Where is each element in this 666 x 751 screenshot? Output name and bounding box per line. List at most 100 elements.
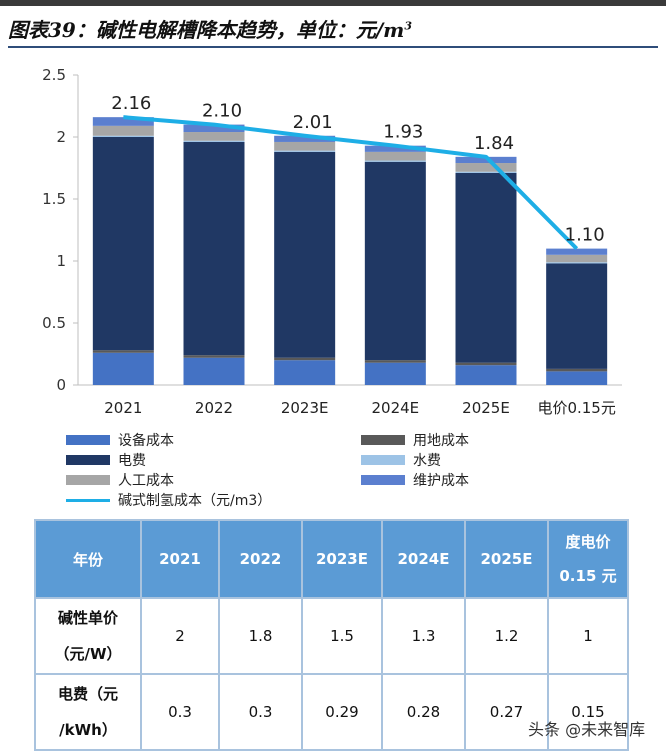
legend-swatch: [361, 455, 405, 465]
data-label: 1.10: [565, 225, 605, 246]
bar-segment: [455, 172, 517, 363]
bar-segment: [274, 141, 336, 151]
bar-segment: [546, 368, 608, 372]
bar-segment: [183, 132, 245, 141]
table-header: 2022: [218, 519, 303, 599]
bar-segment: [183, 141, 245, 356]
table-row-label: 电费（元/kWh）: [34, 673, 142, 751]
table-row: 电费（元/kWh） 0.3 0.3 0.29 0.28 0.27 0.15: [34, 673, 629, 751]
title-underline: [8, 46, 658, 48]
x-tick-label: 2025E: [462, 399, 510, 417]
bar-segment: [364, 160, 426, 162]
bar-segment: [92, 117, 154, 126]
y-tick-label: 0: [56, 376, 66, 394]
bar-segment: [455, 171, 517, 173]
bar-segment: [274, 150, 336, 152]
table-cell: 1.5: [301, 597, 383, 675]
x-tick-label: 2024E: [372, 399, 420, 417]
bar-segment: [92, 137, 154, 351]
table-row-label: 碱性单价 （元/W）: [34, 597, 142, 675]
bar-segment: [274, 135, 336, 142]
bar-segment: [92, 350, 154, 353]
watermark: 头条 @未来智库: [528, 720, 646, 739]
bar-segment: [546, 371, 608, 385]
table-cell: 0.28: [381, 673, 466, 751]
x-tick-label: 电价0.15元: [537, 399, 615, 417]
legend: 设备成本 用地成本 电费 水费 人工成本 维护成本 碱式制氢成本（元/m3）: [66, 430, 626, 510]
cost-line: [123, 115, 579, 251]
bar-segment: [364, 145, 426, 152]
table-cell: 0.29: [301, 673, 383, 751]
legend-item: 碱式制氢成本（元/m3）: [66, 490, 271, 510]
legend-swatch: [361, 475, 405, 485]
bar-segment: [364, 161, 426, 361]
x-tick-label: 2022: [195, 399, 233, 417]
table-header: 度电价 0.15 元: [547, 519, 629, 599]
bar-segment: [546, 262, 608, 264]
bar-segment: [455, 156, 517, 164]
table-header: 2021: [140, 519, 220, 599]
bar-segment: [92, 125, 154, 136]
bar-segment: [183, 357, 245, 385]
table-cell: 1.2: [464, 597, 549, 675]
bar-segment: [364, 360, 426, 363]
table-cell: 2: [140, 597, 220, 675]
bar-segment: [274, 151, 336, 358]
table-header: 2024E: [381, 519, 466, 599]
table-header-row: 年份 2021 2022 2023E 2024E 2025E 度电价 0.15 元: [34, 519, 629, 599]
data-label: 2.01: [293, 112, 333, 133]
legend-swatch: [66, 455, 110, 465]
legend-swatch: [66, 475, 110, 485]
table-cell: 1.8: [218, 597, 303, 675]
bar-segment: [455, 163, 517, 172]
bar-segment: [274, 360, 336, 385]
bar-segment: [183, 140, 245, 142]
legend-item: 用地成本: [361, 430, 469, 450]
legend-swatch: [361, 435, 405, 445]
bar-segment: [183, 124, 245, 133]
table-cell: 0.3: [140, 673, 220, 751]
legend-item: 维护成本: [361, 470, 469, 490]
y-tick-label: 2.5: [42, 66, 66, 84]
bar-segment: [274, 357, 336, 361]
x-tick-label: 2023E: [281, 399, 329, 417]
bar-segment: [183, 355, 245, 358]
data-label: 2.10: [202, 101, 242, 122]
legend-item: 水费: [361, 450, 441, 470]
table-cell: 1.3: [381, 597, 466, 675]
data-label: 1.93: [383, 122, 423, 143]
top-border: [0, 0, 666, 6]
legend-item: 设备成本: [66, 430, 174, 450]
bar-segment: [364, 151, 426, 161]
bar-segment: [546, 263, 608, 369]
legend-item: 电费: [66, 450, 146, 470]
table-cell: 1: [547, 597, 629, 675]
bar-segment: [546, 248, 608, 255]
x-tick-label: 2021: [104, 399, 142, 417]
table-header: 2023E: [301, 519, 383, 599]
table-row: 碱性单价 （元/W） 2 1.8 1.5 1.3 1.2 1: [34, 597, 629, 675]
table-cell: 0.3: [218, 673, 303, 751]
data-label: 2.16: [111, 93, 151, 114]
bar-segment: [92, 135, 154, 137]
data-table: 年份 2021 2022 2023E 2024E 2025E 度电价 0.15 元…: [34, 519, 629, 751]
legend-swatch: [66, 435, 110, 445]
table-header: 年份: [34, 519, 142, 599]
data-label: 1.84: [474, 133, 514, 154]
y-tick-label: 1: [56, 252, 66, 270]
legend-item: 人工成本: [66, 470, 174, 490]
y-tick-label: 2: [56, 128, 66, 146]
table-cell: 0.15: [547, 673, 629, 751]
table-cell: 0.27: [464, 673, 549, 751]
bar-segment: [364, 362, 426, 385]
bar-segment: [92, 352, 154, 385]
chart-title: 图表39：碱性电解槽降本趋势，单位：元/m3: [8, 18, 412, 42]
bar-segment: [455, 365, 517, 385]
y-tick-label: 0.5: [42, 314, 66, 332]
legend-line-swatch: [66, 498, 110, 502]
bar-segment: [455, 362, 517, 366]
stacked-bar-chart: 0 0.5 1 1.5 2 2.5 2021 2022 2023E 2024E 2025E 电价0.1…: [42, 66, 622, 417]
bar-segment: [546, 254, 608, 263]
table-header: 2025E: [464, 519, 549, 599]
y-tick-label: 1.5: [42, 190, 66, 208]
